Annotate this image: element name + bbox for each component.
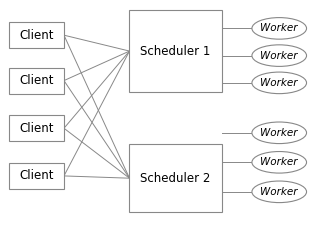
Text: Worker: Worker bbox=[261, 78, 298, 88]
Text: Worker: Worker bbox=[261, 23, 298, 33]
Ellipse shape bbox=[252, 17, 306, 39]
FancyBboxPatch shape bbox=[9, 163, 64, 189]
Text: Client: Client bbox=[19, 122, 54, 135]
Text: Worker: Worker bbox=[261, 128, 298, 138]
Text: Worker: Worker bbox=[261, 187, 298, 197]
Text: Client: Client bbox=[19, 74, 54, 87]
Text: Scheduler 2: Scheduler 2 bbox=[140, 172, 211, 185]
FancyBboxPatch shape bbox=[129, 10, 222, 92]
Text: Worker: Worker bbox=[261, 51, 298, 61]
Ellipse shape bbox=[252, 45, 306, 67]
Ellipse shape bbox=[252, 181, 306, 202]
Ellipse shape bbox=[252, 72, 306, 94]
FancyBboxPatch shape bbox=[9, 22, 64, 48]
Text: Client: Client bbox=[19, 169, 54, 183]
Text: Scheduler 1: Scheduler 1 bbox=[140, 44, 211, 58]
Ellipse shape bbox=[252, 152, 306, 173]
Text: Client: Client bbox=[19, 29, 54, 42]
FancyBboxPatch shape bbox=[9, 67, 64, 94]
FancyBboxPatch shape bbox=[129, 144, 222, 212]
Ellipse shape bbox=[252, 122, 306, 143]
Text: Worker: Worker bbox=[261, 157, 298, 167]
FancyBboxPatch shape bbox=[9, 115, 64, 141]
